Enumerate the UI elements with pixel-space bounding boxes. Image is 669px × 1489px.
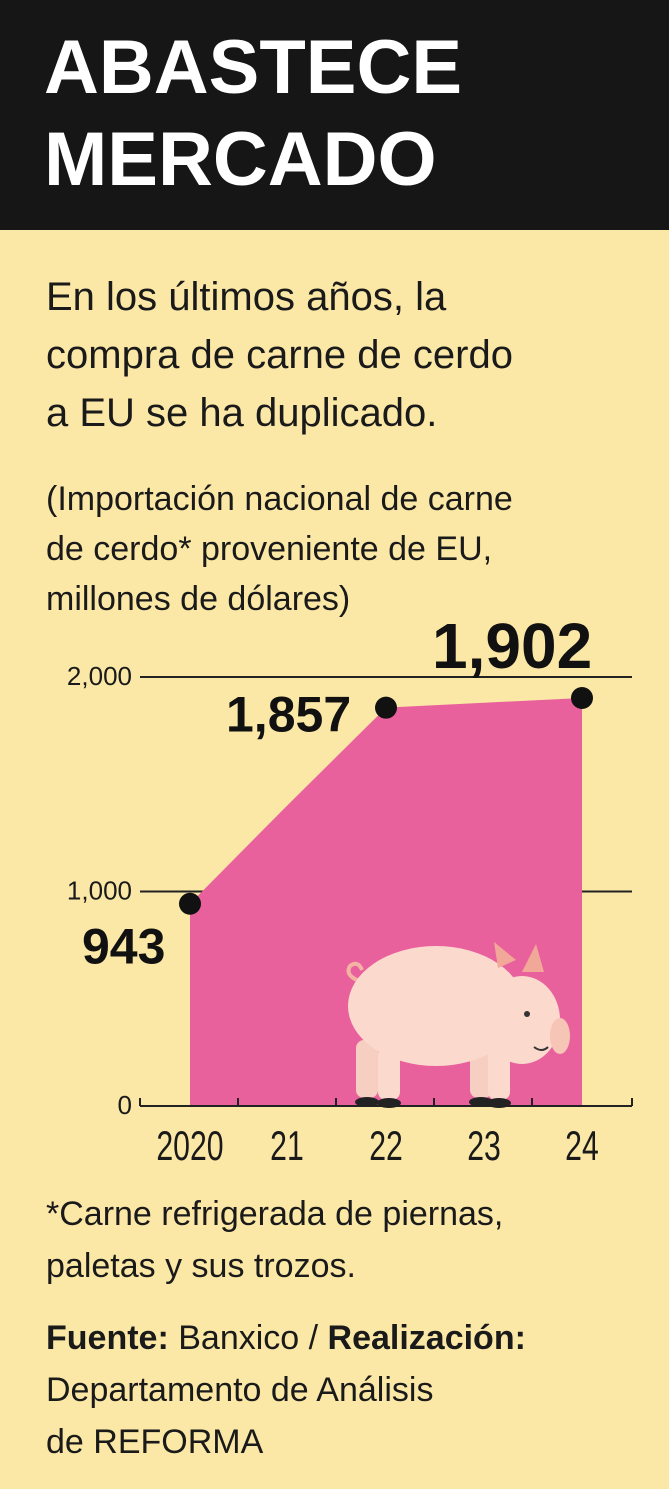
- x-tick-label: 23: [467, 1122, 501, 1169]
- pig-tail: [346, 961, 364, 984]
- pig-hoof: [355, 1097, 379, 1107]
- footnote-line-2: paletas y sus trozos.: [46, 1247, 356, 1285]
- subtitle-line-1: En los últimos años, la: [46, 275, 447, 319]
- made-by-label: Realización:: [327, 1319, 526, 1357]
- data-label: 1,857: [226, 687, 351, 743]
- data-point: [179, 892, 201, 915]
- chart-points: [179, 687, 593, 915]
- pig-snout: [550, 1018, 570, 1054]
- data-point: [571, 687, 593, 710]
- source-label: Fuente:: [46, 1319, 169, 1357]
- unit-note: (Importación nacional de carne de cerdo*…: [46, 474, 656, 624]
- pig-leg: [378, 1046, 400, 1100]
- chart-axes: 0 1,000 2,000: [67, 661, 633, 1120]
- subtitle-line-3: a EU se ha duplicado.: [46, 391, 438, 435]
- subtitle: En los últimos años, la compra de carne …: [46, 268, 646, 442]
- pig-body: [348, 946, 524, 1066]
- subtitle-line-2: compra de carne de cerdo: [46, 333, 513, 377]
- credits: Fuente: Banxico / Realización: Departame…: [46, 1312, 526, 1468]
- x-tick-label: 22: [369, 1122, 403, 1169]
- pig-head: [484, 976, 560, 1064]
- data-point: [375, 696, 397, 719]
- pig-hoof: [469, 1097, 493, 1107]
- pig-leg: [356, 1040, 378, 1098]
- footnote: *Carne refrigerada de piernas, paletas y…: [46, 1188, 503, 1292]
- x-tick-label: 24: [565, 1122, 599, 1169]
- pig-smile: [533, 1046, 549, 1051]
- data-label: 1,902: [432, 610, 592, 682]
- unit-note-line-1: (Importación nacional de carne: [46, 480, 513, 518]
- pig-ear: [522, 944, 544, 972]
- x-tick-label: 21: [270, 1122, 304, 1169]
- header-banner: ABASTECE MERCADO: [0, 0, 669, 230]
- chart-labels: 2020 21 22 23 24 943 1,857 1,902: [82, 610, 599, 1169]
- title-line-1: ABASTECE: [44, 25, 463, 110]
- x-tick-label: 2020: [156, 1122, 223, 1169]
- pig-ear: [494, 942, 516, 968]
- data-label: 943: [82, 919, 165, 975]
- pig-eye: [524, 1011, 530, 1017]
- title-line-2: MERCADO: [44, 117, 437, 202]
- y-tick-label: 2,000: [67, 661, 132, 691]
- pig-illustration: [346, 942, 570, 1108]
- footnote-line-1: *Carne refrigerada de piernas,: [46, 1195, 504, 1233]
- y-tick-label: 0: [118, 1090, 132, 1120]
- source-value: Banxico /: [168, 1319, 328, 1357]
- y-tick-label: 1,000: [67, 876, 132, 906]
- credits-line-1: Fuente: Banxico / Realización:: [46, 1312, 526, 1364]
- unit-note-line-2: de cerdo* proveniente de EU,: [46, 530, 493, 568]
- area-chart: 0 1,000 2,000 2020 21 22 23 24 943 1,857 1,902: [67, 610, 633, 1169]
- unit-note-line-3: millones de dólares): [46, 580, 351, 618]
- credits-line-3: de REFORMA: [46, 1423, 264, 1461]
- credits-line-2: Departamento de Análisis: [46, 1371, 434, 1409]
